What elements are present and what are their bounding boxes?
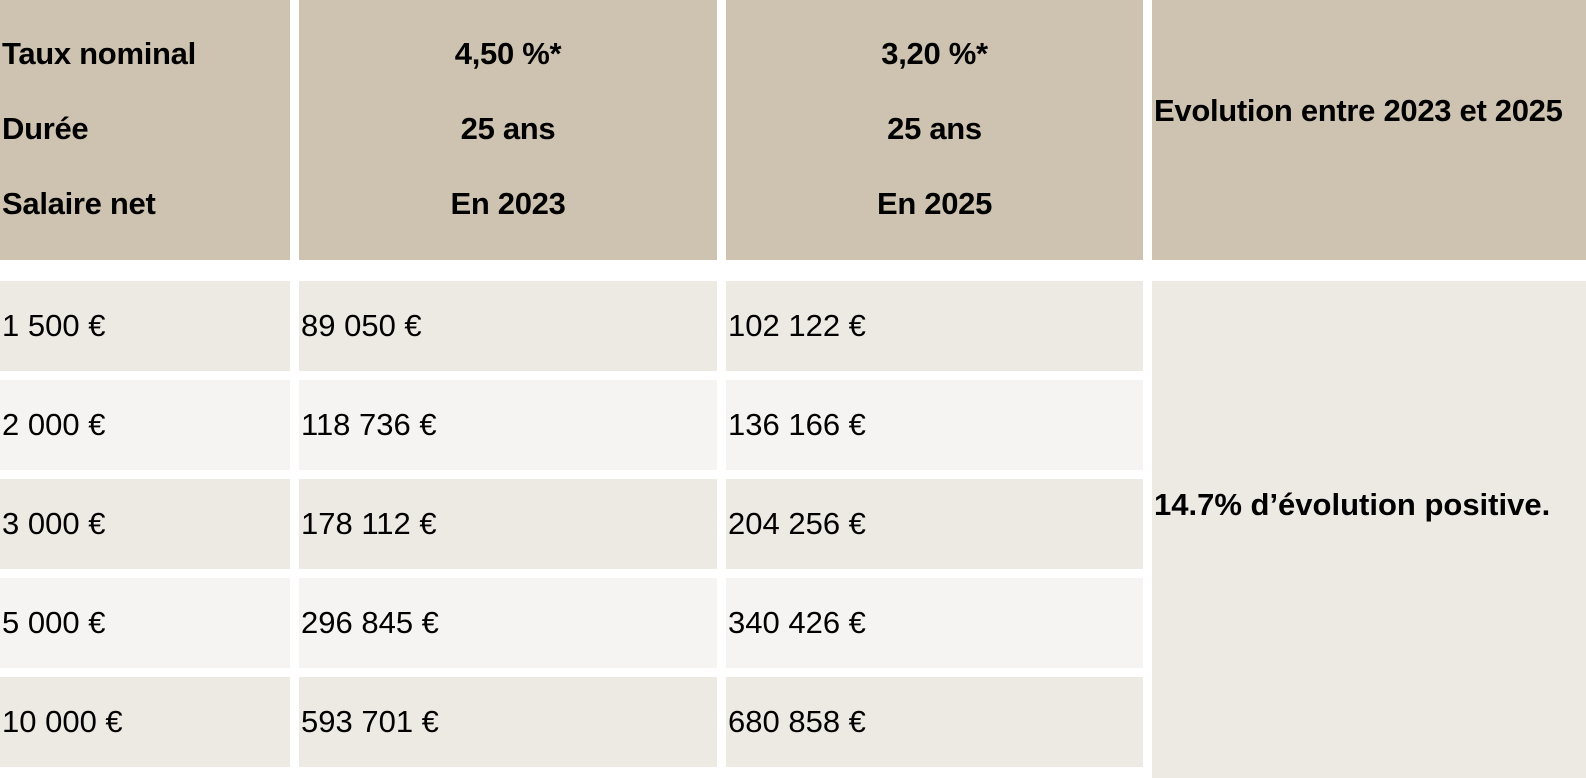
table-cell-v2025: 340 426 € [726, 578, 1143, 668]
table-cell-salary: 1 500 € [0, 281, 290, 371]
header-evolution: Evolution entre 2023 et 2025 [1152, 0, 1586, 260]
table-cell-v2025: 136 166 € [726, 380, 1143, 470]
duration-2025: 25 ans [887, 111, 982, 146]
table-cell-v2023: 296 845 € [299, 578, 717, 668]
header-2025: 3,20 %* 25 ans En 2025 [726, 0, 1143, 260]
table-cell-v2023: 89 050 € [299, 281, 717, 371]
year-2023: En 2023 [450, 186, 566, 221]
table-cell-salary: 10 000 € [0, 677, 290, 767]
header-labels: Taux nominal Durée Salaire net [0, 0, 290, 260]
table-cell-v2025: 204 256 € [726, 479, 1143, 569]
year-2025: En 2025 [876, 186, 993, 221]
table-cell-v2023: 118 736 € [299, 380, 717, 470]
table-cell-salary: 2 000 € [0, 380, 290, 470]
rate-2025: 3,20 %* [881, 36, 988, 71]
table-cell-v2023: 178 112 € [299, 479, 717, 569]
duration-2023: 25 ans [460, 111, 556, 146]
table-cell-v2025: 102 122 € [726, 281, 1143, 371]
table-cell-v2023: 593 701 € [299, 677, 717, 767]
header-taux-label: Taux nominal [2, 36, 196, 71]
table-cell-salary: 3 000 € [0, 479, 290, 569]
evolution-note: 14.7% d’évolution positive. [1152, 281, 1586, 778]
table-cell-salary: 5 000 € [0, 578, 290, 668]
header-2023: 4,50 %* 25 ans En 2023 [299, 0, 717, 260]
rate-2023: 4,50 %* [454, 36, 562, 71]
table-cell-v2025: 680 858 € [726, 677, 1143, 767]
header-duree-label: Durée [2, 111, 89, 146]
header-salaire-label: Salaire net [2, 186, 156, 221]
